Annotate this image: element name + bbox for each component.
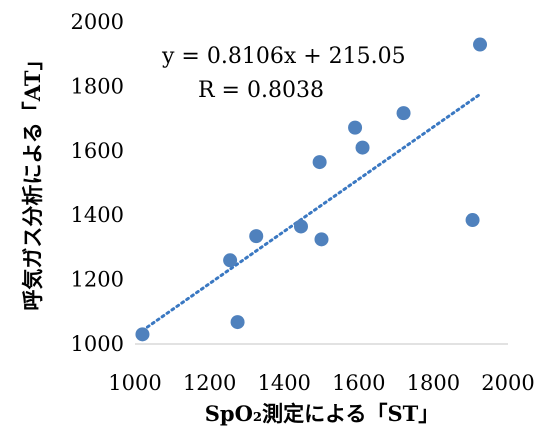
data-point	[314, 232, 329, 247]
data-point	[230, 315, 245, 330]
y-tick-label: 1000	[71, 332, 124, 356]
data-point	[249, 229, 264, 244]
y-tick-label: 1200	[71, 268, 124, 292]
y-tick-label: 1400	[71, 203, 124, 227]
equation-annotation: y = 0.8106x + 215.05	[161, 44, 406, 69]
data-point	[355, 140, 370, 155]
y-tick-label: 1600	[71, 139, 124, 163]
data-point	[293, 219, 308, 234]
x-tick-label: 1200	[183, 371, 236, 395]
x-tick-label: 1800	[407, 371, 460, 395]
data-point	[473, 37, 488, 52]
data-points	[135, 37, 488, 342]
x-tick-labels: 1000 1200 1400 1600 1800 2000	[108, 371, 534, 395]
y-tick-label: 2000	[71, 10, 124, 34]
r-value-annotation: R = 0.8038	[198, 78, 324, 103]
data-point	[312, 155, 327, 170]
y-tick-label: 1800	[71, 74, 124, 98]
data-point	[465, 213, 480, 228]
x-tick-label: 1000	[108, 371, 161, 395]
trendline	[140, 92, 482, 333]
x-axis-label: SpO₂測定による「ST」	[205, 401, 440, 426]
x-tick-label: 1400	[257, 371, 310, 395]
data-point	[348, 120, 363, 135]
x-tick-label: 2000	[481, 371, 534, 395]
data-point	[135, 327, 150, 342]
y-axis-label: 呼気ガス分析による「AT」	[20, 49, 45, 310]
data-point	[223, 253, 238, 268]
x-tick-label: 1600	[332, 371, 385, 395]
data-point	[396, 106, 411, 121]
y-tick-labels: 1000 1200 1400 1600 1800 2000	[71, 10, 124, 356]
